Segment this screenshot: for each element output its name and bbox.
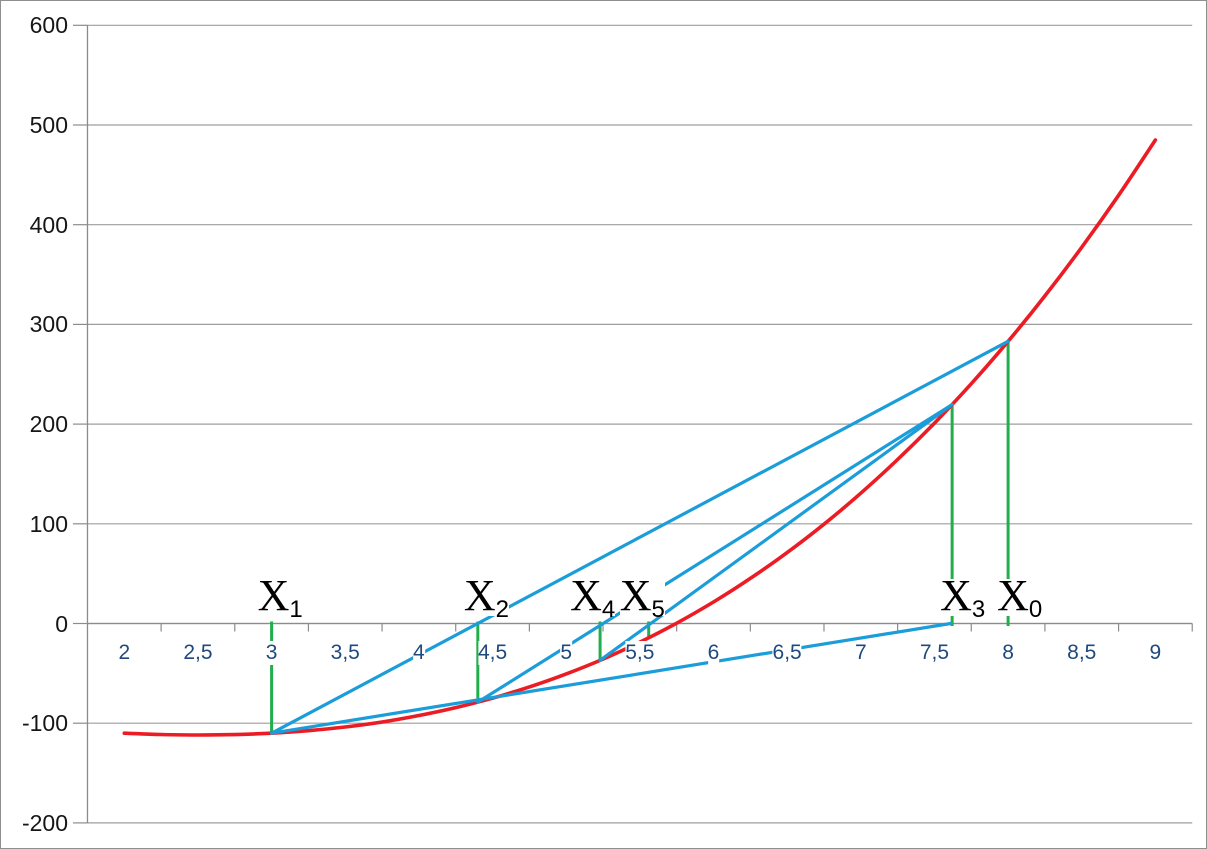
function-curve [122,138,1158,737]
secant-x1-x0 [270,339,1010,735]
secant-x1-x2-extended [270,621,953,735]
secant-x4-x3 [598,402,954,662]
secant-x2-x3 [476,402,954,704]
